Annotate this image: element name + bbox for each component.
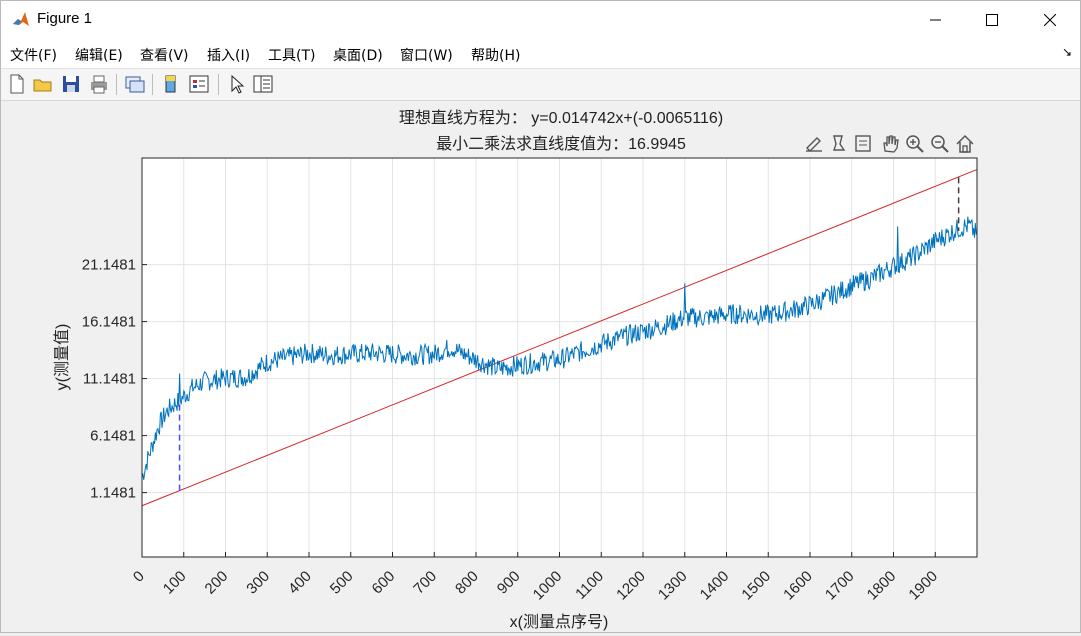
measured-line [141,216,977,480]
y-tick-label: 16.1481 [82,314,136,331]
fit-line [141,169,977,507]
x-tick-label: 500 [327,568,357,598]
x-tick-label: 1400 [697,568,733,604]
menu-help[interactable]: 帮助(H) [471,48,521,64]
x-tick-label: 300 [243,568,273,598]
toolbar-separator [116,74,117,95]
chart-subtitle: 最小二乘法求直线度值为：16.9945 [436,135,686,153]
x-tick-label: 1100 [572,568,607,603]
y-axis-label: y(测量值) [53,324,71,391]
x-tick-label: 400 [285,568,315,598]
y-tick-label: 11.1481 [83,371,136,388]
pan-icon[interactable] [883,135,899,153]
grid-lines [141,158,977,557]
toolbar-separator [152,74,153,95]
matlab-logo-icon [11,10,31,30]
print-icon[interactable] [88,73,110,95]
home-icon[interactable] [956,134,974,153]
maximize-icon [986,14,998,26]
x-tick-label: 600 [369,568,399,598]
close-icon [1044,14,1056,26]
x-tick-label: 100 [160,568,190,598]
menu-tools[interactable]: 工具(T) [268,48,316,64]
legend-icon[interactable] [855,135,871,152]
figure-toolbar [1,69,1080,101]
y-tick-label: 6.1481 [90,428,136,445]
open-file-icon[interactable] [32,73,54,95]
menu-dock-arrow-icon[interactable]: ↘ [1061,45,1072,59]
menu-window[interactable]: 窗口(W) [400,48,453,64]
property-inspector-icon[interactable] [252,73,274,95]
x-tick-label: 900 [494,568,524,598]
menu-insert[interactable]: 插入(I) [207,48,251,64]
x-tick-label: 700 [410,568,440,598]
figure-canvas: 理想直线方程为： y=0.014742x+(-0.0065116) 最小二乘法求… [1,101,1080,632]
zoom-out-icon[interactable] [931,135,949,153]
legend-toggle-icon[interactable] [188,73,210,95]
x-tick-label: 0 [130,568,148,586]
data-tip-icon[interactable] [833,135,846,151]
minimize-icon [930,19,941,21]
x-tick-label: 1900 [905,568,941,604]
new-figure-icon[interactable] [6,73,28,95]
brush-icon[interactable] [806,137,822,152]
menu-view[interactable]: 查看(V) [140,48,189,64]
plot-border [141,157,978,558]
title-bar: Figure 1 [1,1,1080,39]
y-tick-label: 21.1481 [82,257,136,274]
x-tick-label: 1600 [780,568,816,604]
colorbar-icon[interactable] [160,73,182,95]
x-tick-label: 1500 [738,568,774,604]
x-tick-label: 1200 [613,568,649,604]
y-axis-ticks: 1.1481 6.1481 11.1481 16.1481 21.1481 [82,257,147,502]
chart-title: 理想直线方程为： y=0.014742x+(-0.0065116) [399,109,723,127]
chart-svg: 理想直线方程为： y=0.014742x+(-0.0065116) 最小二乘法求… [53,109,978,631]
x-tick-label: 200 [202,568,232,598]
zoom-in-icon[interactable] [906,135,924,153]
x-axis-ticks: 0 100 200 300 400 500 600 700 800 900 1000 1100 1200… [130,552,941,603]
close-button[interactable] [1022,1,1078,39]
y-tick-label: 1.1481 [90,485,136,502]
window-title: Figure 1 [37,10,93,27]
x-tick-label: 800 [452,568,482,598]
minimize-button[interactable] [908,1,964,39]
menu-desktop[interactable]: 桌面(D) [333,48,383,64]
x-tick-label: 1000 [530,568,566,604]
link-plot-icon[interactable] [124,73,146,95]
menu-edit[interactable]: 编辑(E) [75,48,123,64]
save-icon[interactable] [60,73,82,95]
x-tick-label: 1300 [655,568,691,604]
x-axis-label: x(测量点序号) [510,613,609,631]
menu-bar: 文件(F) 编辑(E) 查看(V) 插入(I) 工具(T) 桌面(D) 窗口(W… [1,39,1080,69]
maximize-button[interactable] [964,1,1020,39]
axes-toolbar [806,134,974,153]
toolbar-separator [218,74,219,95]
menu-file[interactable]: 文件(F) [10,48,57,64]
x-tick-label: 1800 [864,568,900,604]
x-tick-label: 1700 [822,568,858,604]
edit-plot-arrow-icon[interactable] [226,73,248,95]
